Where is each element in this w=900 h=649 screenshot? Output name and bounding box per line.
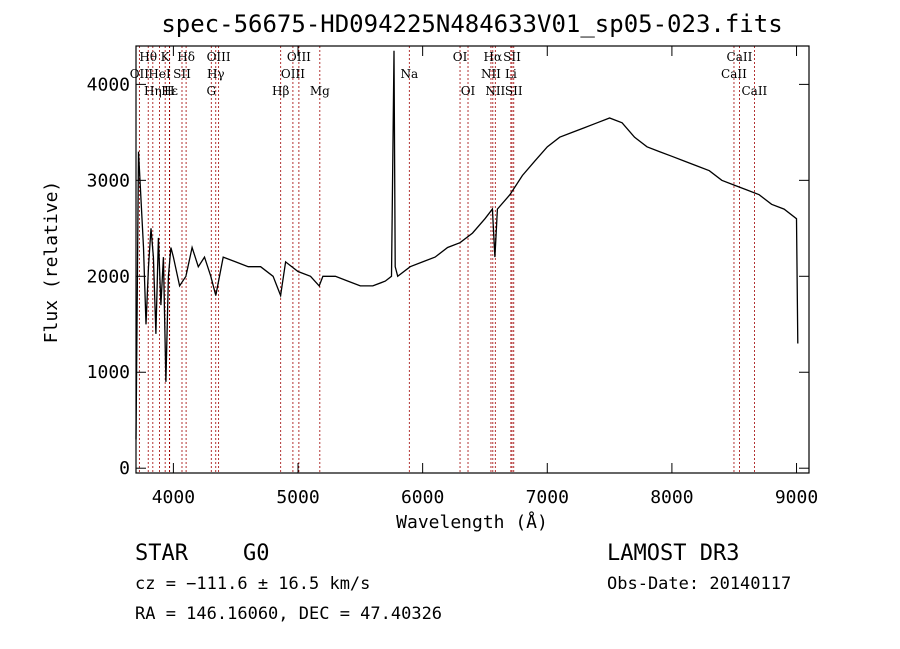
y-axis-ticks: 0 1000 2000 3000 4000 xyxy=(87,74,809,479)
spectrum-line xyxy=(135,50,799,440)
x-axis-label: Wavelength (Å) xyxy=(396,511,548,533)
line-label: Hδ xyxy=(177,50,195,64)
x-tick-label: 4000 xyxy=(152,487,195,508)
line-label: CaII xyxy=(741,84,767,98)
line-label: Na xyxy=(400,67,418,81)
y-tick-label: 4000 xyxy=(87,74,130,95)
y-tick-label: 2000 xyxy=(87,266,130,287)
survey-name: LAMOST DR3 xyxy=(607,541,739,566)
line-label: Li xyxy=(505,67,517,81)
line-label: OII xyxy=(130,67,150,81)
line-label: Hβ xyxy=(272,84,289,98)
line-label: NII xyxy=(481,67,501,81)
line-label: OIII xyxy=(207,50,231,64)
line-label: SII xyxy=(503,50,521,64)
x-tick-label: 6000 xyxy=(401,487,444,508)
plot-frame xyxy=(135,45,810,474)
line-label: SII xyxy=(505,84,523,98)
line-label: G xyxy=(206,84,216,98)
x-tick-label: 7000 xyxy=(526,487,569,508)
line-label: Hη xyxy=(144,84,162,98)
redshift-velocity: cz = −111.6 ± 16.5 km/s xyxy=(135,574,370,594)
y-tick-label: 1000 xyxy=(87,362,130,383)
object-subclass: G0 xyxy=(243,541,270,566)
x-tick-label: 9000 xyxy=(775,487,818,508)
line-label: HeI xyxy=(148,67,171,81)
line-label: Hα xyxy=(484,50,503,64)
x-axis-ticks: 4000 5000 6000 7000 8000 9000 xyxy=(152,46,818,508)
x-tick-label: 5000 xyxy=(276,487,319,508)
y-axis-label: Flux (relative) xyxy=(41,181,62,344)
line-label: SII xyxy=(173,67,191,81)
object-class: STAR xyxy=(135,541,189,566)
line-label: K xyxy=(161,50,171,64)
y-tick-label: 3000 xyxy=(87,170,130,191)
line-label: Hθ xyxy=(139,50,157,64)
y-tick-label: 0 xyxy=(119,458,130,479)
coordinates: RA = 146.16060, DEC = 47.40326 xyxy=(135,604,442,624)
x-tick-label: 8000 xyxy=(650,487,693,508)
line-label: OI xyxy=(453,50,468,64)
line-label: CaII xyxy=(727,50,753,64)
spectral-line-markers xyxy=(138,46,755,473)
line-label: OIII xyxy=(281,67,305,81)
line-label: CaII xyxy=(721,67,747,81)
line-label: OIII xyxy=(287,50,311,64)
line-label: Mg xyxy=(310,84,330,98)
line-label: Hε xyxy=(161,84,178,98)
observation-date: Obs-Date: 20140117 xyxy=(607,574,791,594)
line-label: NII xyxy=(485,84,505,98)
line-label: H xyxy=(164,84,174,98)
line-label: OI xyxy=(461,84,476,98)
line-label: Hγ xyxy=(207,67,225,81)
chart-title: spec-56675-HD094225N484633V01_sp05-023.f… xyxy=(161,10,782,38)
